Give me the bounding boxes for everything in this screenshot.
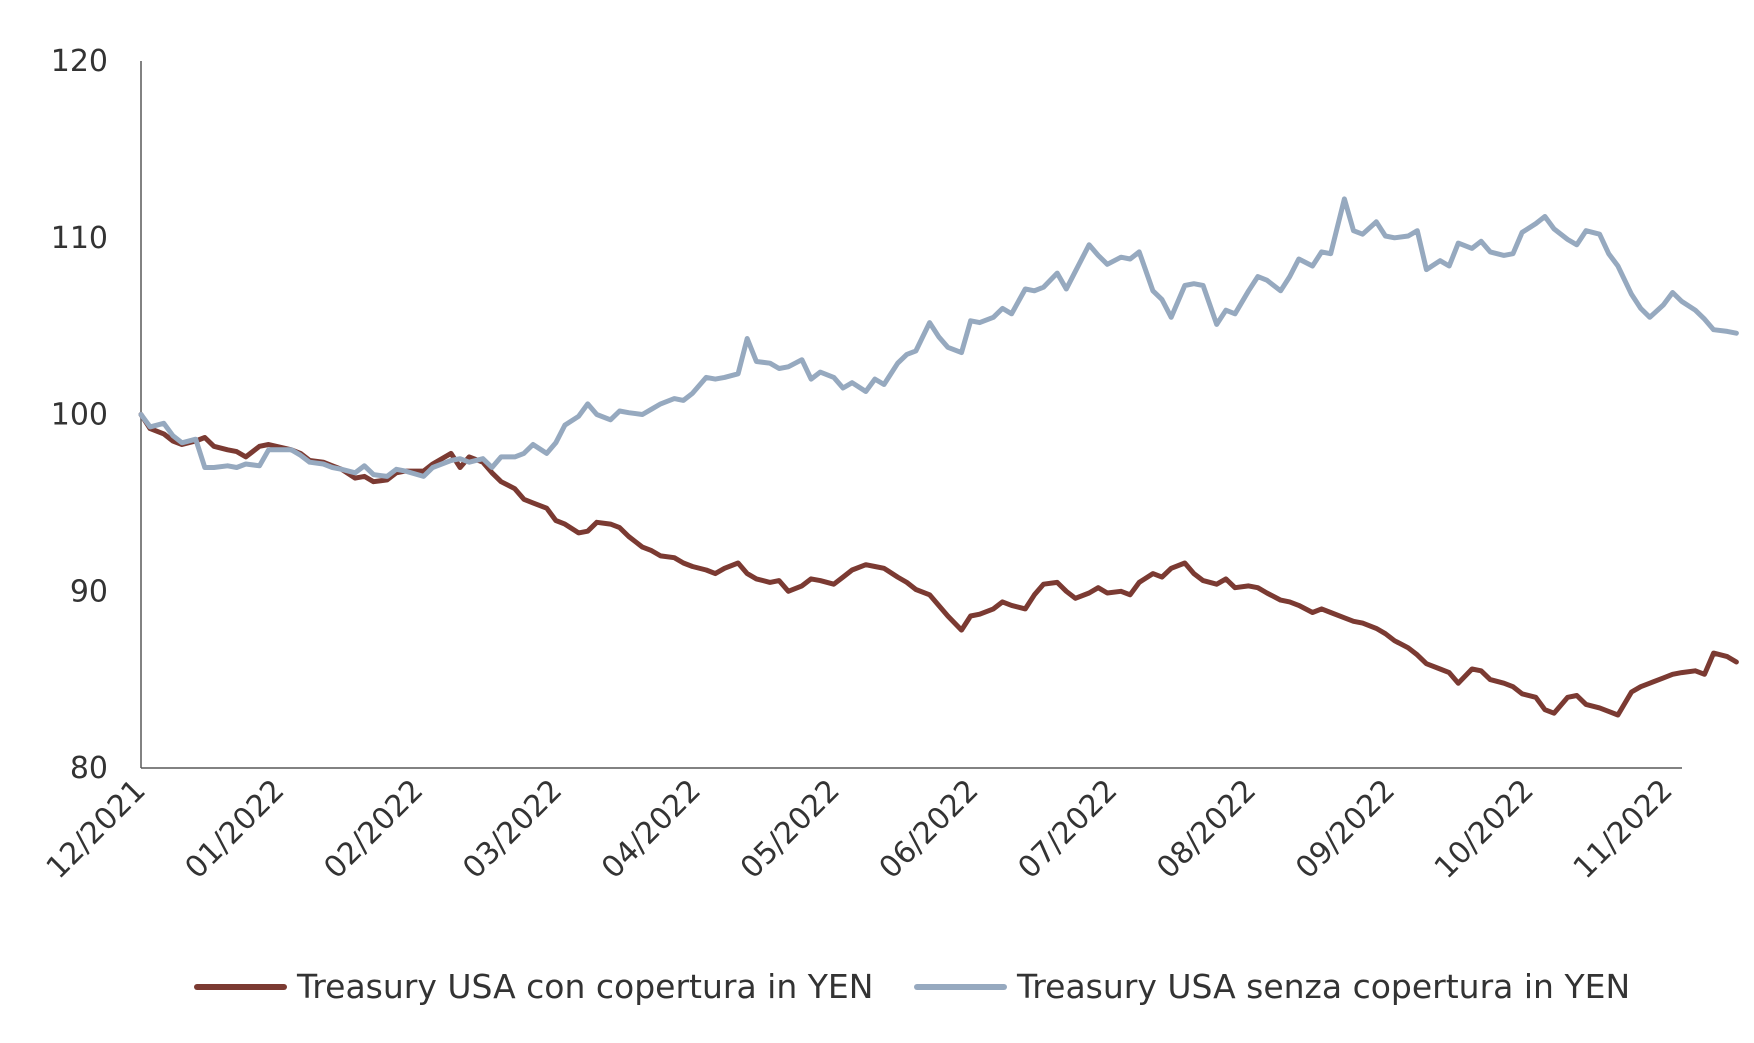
- y-axis: 120 110 100 90 80: [51, 44, 142, 786]
- x-tick-label: 06/2022: [873, 773, 986, 886]
- x-tick-label: 04/2022: [595, 773, 708, 886]
- legend-label: Treasury USA con copertura in YEN: [296, 967, 873, 1006]
- series-lines: [138, 196, 1739, 718]
- x-tick-label: 03/2022: [456, 773, 569, 886]
- y-tick-label: 90: [70, 574, 108, 609]
- x-tick-label: 08/2022: [1150, 773, 1263, 886]
- x-tick-label: 07/2022: [1012, 773, 1125, 886]
- series-line-hedged: [138, 412, 1739, 718]
- x-axis: 12/2021 01/2022 02/2022 03/2022 04/2022 05/20…: [40, 767, 1682, 886]
- y-tick-label: 80: [70, 751, 108, 786]
- y-tick-label: 110: [51, 221, 108, 256]
- x-tick-label: 01/2022: [179, 773, 292, 886]
- x-tick-label: 02/2022: [317, 773, 430, 886]
- y-tick-label: 120: [51, 44, 108, 79]
- x-tick-label: 05/2022: [734, 773, 847, 886]
- legend-label: Treasury USA senza copertura in YEN: [1016, 967, 1630, 1006]
- series-line-unhedged: [138, 196, 1739, 479]
- x-tick-label: 09/2022: [1289, 773, 1402, 886]
- x-tick-label: 11/2022: [1567, 773, 1680, 886]
- x-tick-label: 12/2021: [40, 773, 153, 886]
- legend: Treasury USA con copertura in YEN Treasur…: [194, 967, 1630, 1006]
- x-tick-label: 10/2022: [1428, 773, 1541, 886]
- y-tick-label: 100: [51, 398, 108, 433]
